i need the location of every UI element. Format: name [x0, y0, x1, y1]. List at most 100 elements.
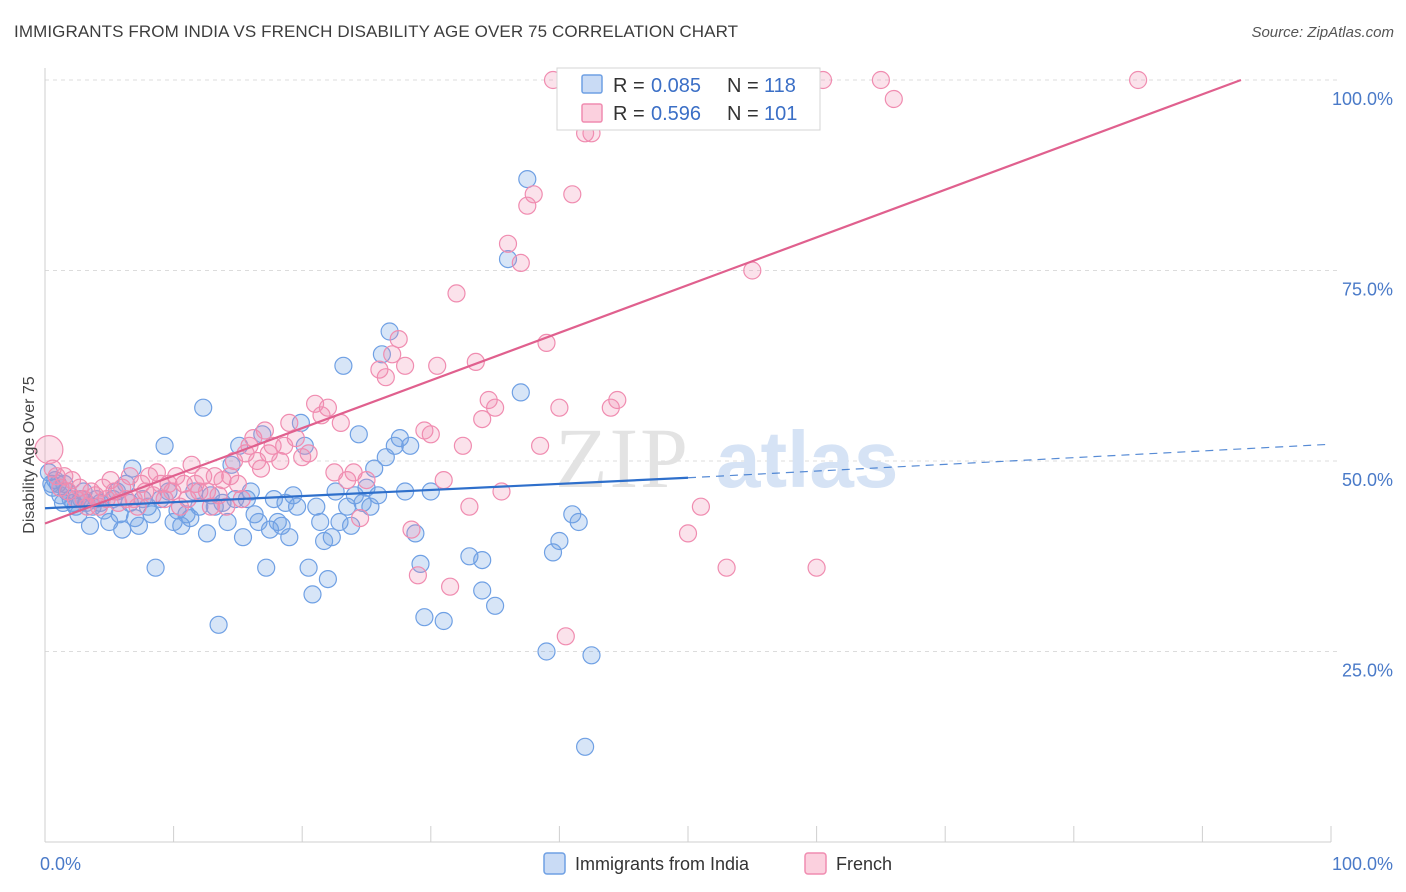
india-point [197, 524, 217, 543]
legend-n-value-french: 101 [764, 103, 797, 125]
series-swatch-french [804, 852, 827, 875]
french-point [255, 421, 274, 440]
french-point [498, 234, 518, 253]
french-point [228, 474, 247, 493]
french-point [884, 89, 903, 109]
grid-lines [45, 79, 1337, 652]
correlation-legend: R = 0.085 N = 118 R = 0.596 N = 101 [556, 67, 821, 131]
watermark: ZIP atlas [555, 410, 898, 506]
french-point [524, 185, 543, 204]
india-point [349, 425, 368, 444]
french-point [34, 435, 64, 465]
india-point [334, 356, 353, 375]
india-point [434, 611, 453, 631]
india-point [369, 486, 388, 505]
india-point [218, 512, 237, 532]
watermark-atlas: atlas [716, 415, 898, 504]
india-point [486, 596, 505, 615]
india-point [260, 520, 280, 539]
french-point [473, 410, 492, 429]
india-point [146, 558, 165, 577]
y-tick-label: 25.0% [1342, 661, 1393, 681]
french-point [518, 196, 537, 215]
legend-swatch-french [581, 103, 603, 123]
x-tick-label: 0.0% [40, 854, 81, 874]
french-point [167, 467, 186, 486]
french-point [486, 398, 505, 417]
french-point [1128, 70, 1148, 90]
y-tick-label: 50.0% [1342, 470, 1393, 490]
legend-r-label-india: R = [613, 75, 645, 97]
y-axis-label: Disability Age Over 75 [21, 376, 38, 534]
india-point [372, 345, 391, 364]
series-label-india: Immigrants from India [575, 854, 750, 874]
french-point [717, 558, 736, 577]
french-point [871, 70, 891, 90]
india-point [311, 512, 330, 532]
legend-swatch-india [581, 74, 603, 94]
french-point [453, 436, 472, 455]
india-point [288, 497, 307, 516]
india-point [511, 383, 530, 402]
india-point [299, 558, 318, 577]
french-point [357, 471, 376, 490]
india-point [569, 512, 588, 532]
india-point [401, 436, 420, 455]
french-point [217, 497, 236, 516]
french-point [280, 413, 299, 432]
french-point [70, 478, 89, 497]
india-point [415, 608, 434, 627]
legend-r-value-india: 0.085 [651, 75, 701, 97]
french-point [530, 436, 550, 455]
india-point [318, 569, 337, 589]
french-point [128, 497, 147, 516]
india-point [518, 170, 537, 189]
chart-title: IMMIGRANTS FROM INDIA VS FRENCH DISABILI… [14, 22, 739, 41]
india-point [257, 558, 276, 577]
india-point [129, 516, 148, 535]
india-point [307, 497, 326, 516]
french-point [608, 390, 627, 410]
french-point [318, 398, 337, 417]
french-point [299, 444, 318, 463]
india-trend-line [44, 476, 689, 510]
french-point [58, 482, 78, 501]
india-point [575, 737, 595, 756]
india-point [194, 398, 213, 417]
india-point [421, 482, 440, 501]
india-point [550, 531, 569, 551]
series-legend: Immigrants from India French [543, 852, 892, 875]
french-point [376, 368, 395, 387]
india-point [303, 585, 322, 604]
french-point [389, 330, 408, 349]
series-swatch-india [543, 852, 566, 875]
legend-n-value-india: 118 [764, 75, 796, 97]
french-point [370, 360, 389, 379]
india-point [582, 646, 601, 665]
french-point [447, 284, 466, 303]
india-point [390, 429, 409, 448]
india-point [142, 505, 161, 524]
india-point [330, 512, 349, 532]
french-point [460, 497, 479, 516]
french-point [408, 566, 427, 585]
y-tick-label: 100.0% [1332, 89, 1393, 109]
french-point [511, 253, 530, 272]
india-point [411, 554, 430, 574]
french-point [251, 459, 271, 478]
french-point [428, 356, 447, 375]
french-point [441, 577, 460, 596]
legend-r-label-french: R = [613, 103, 645, 125]
legend-n-label-india: N = [727, 75, 759, 97]
india-trend-extension [687, 443, 1332, 479]
french-point [93, 478, 113, 497]
india-point [473, 581, 492, 600]
india-point [280, 528, 299, 547]
french-point [383, 345, 402, 364]
french-point [691, 497, 711, 516]
india-point [473, 550, 492, 570]
french-point [678, 524, 698, 543]
axes: 25.0% 50.0% 75.0% 100.0% 0.0% 100.0% [40, 68, 1393, 874]
legend-n-label-french: N = [727, 103, 759, 125]
